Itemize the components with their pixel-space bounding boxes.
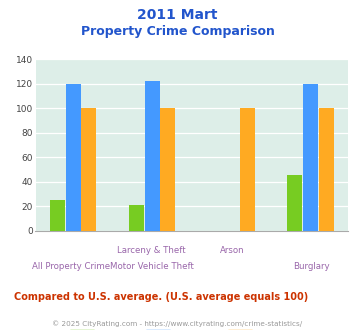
Bar	[144, 82, 160, 231]
Text: Larceny & Theft: Larceny & Theft	[118, 246, 186, 255]
Bar	[50, 200, 65, 231]
Text: Property Crime Comparison: Property Crime Comparison	[81, 25, 274, 38]
Bar	[319, 109, 334, 231]
Text: All Property Crime: All Property Crime	[33, 262, 111, 271]
Bar	[81, 109, 96, 231]
Bar	[160, 109, 175, 231]
Text: Compared to U.S. average. (U.S. average equals 100): Compared to U.S. average. (U.S. average …	[14, 292, 308, 302]
Text: Motor Vehicle Theft: Motor Vehicle Theft	[110, 262, 193, 271]
Bar	[287, 175, 302, 231]
Text: Arson: Arson	[219, 246, 244, 255]
Bar	[129, 205, 144, 231]
Text: 2011 Mart: 2011 Mart	[137, 8, 218, 22]
Text: Burglary: Burglary	[294, 262, 330, 271]
Bar	[303, 84, 318, 231]
Legend: Mart, Texas, National: Mart, Texas, National	[66, 326, 318, 330]
Bar	[66, 84, 81, 231]
Text: © 2025 CityRating.com - https://www.cityrating.com/crime-statistics/: © 2025 CityRating.com - https://www.city…	[53, 320, 302, 327]
Bar	[240, 109, 255, 231]
